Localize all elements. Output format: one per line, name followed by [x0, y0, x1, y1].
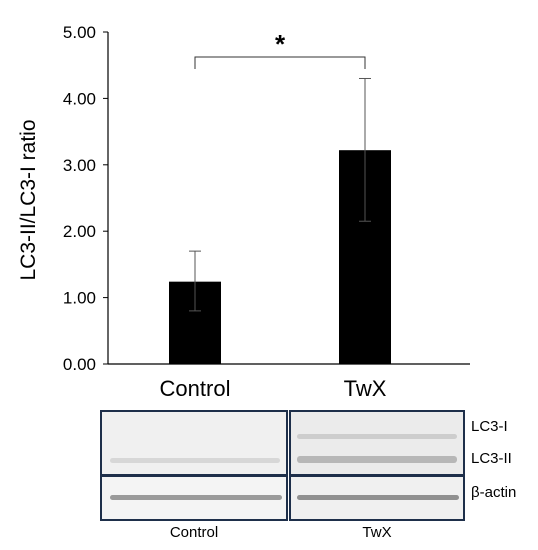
y-axis-label: LC3-II/LC3-I ratio [17, 119, 40, 280]
blot-control-actin [100, 475, 288, 521]
significance-bracket-line [194, 56, 366, 69]
band-label-lc3-i: LC3-I [471, 418, 508, 435]
bar-chart: 0.00 1.00 2.00 3.00 4.00 5.00 Control TwX * LC… [17, 23, 470, 400]
y-tick-label: 4.00 [63, 89, 96, 108]
blot-band [297, 434, 457, 439]
error-bars-group [189, 77, 371, 312]
y-tick-label: 5.00 [63, 23, 96, 42]
blot-band [110, 495, 282, 500]
significance-bracket: * [194, 29, 366, 69]
blot-control-upper [100, 410, 288, 476]
blot-band [297, 495, 459, 500]
band-label-beta-actin: β-actin [471, 484, 517, 501]
x-tick-labels: Control TwX [160, 376, 387, 400]
y-tick-label: 0.00 [63, 355, 96, 374]
y-tick-label: 1.00 [63, 289, 96, 308]
y-tick-label: 3.00 [63, 156, 96, 175]
x-tick-label: Control [160, 376, 231, 400]
x-tick-label: TwX [344, 376, 387, 400]
blot-band [297, 456, 457, 463]
band-label-lc3-ii: LC3-II [471, 450, 512, 467]
blot-group-label-control: Control [169, 524, 219, 541]
blot-twx-actin [289, 475, 465, 521]
blot-group-label-twx: TwX [362, 524, 392, 541]
blot-twx-upper [289, 410, 465, 476]
bars-group [169, 150, 391, 364]
y-axis: 0.00 1.00 2.00 3.00 4.00 5.00 [63, 23, 470, 374]
significance-label: * [275, 29, 286, 59]
blot-band [110, 458, 280, 463]
y-tick-label: 2.00 [63, 222, 96, 241]
